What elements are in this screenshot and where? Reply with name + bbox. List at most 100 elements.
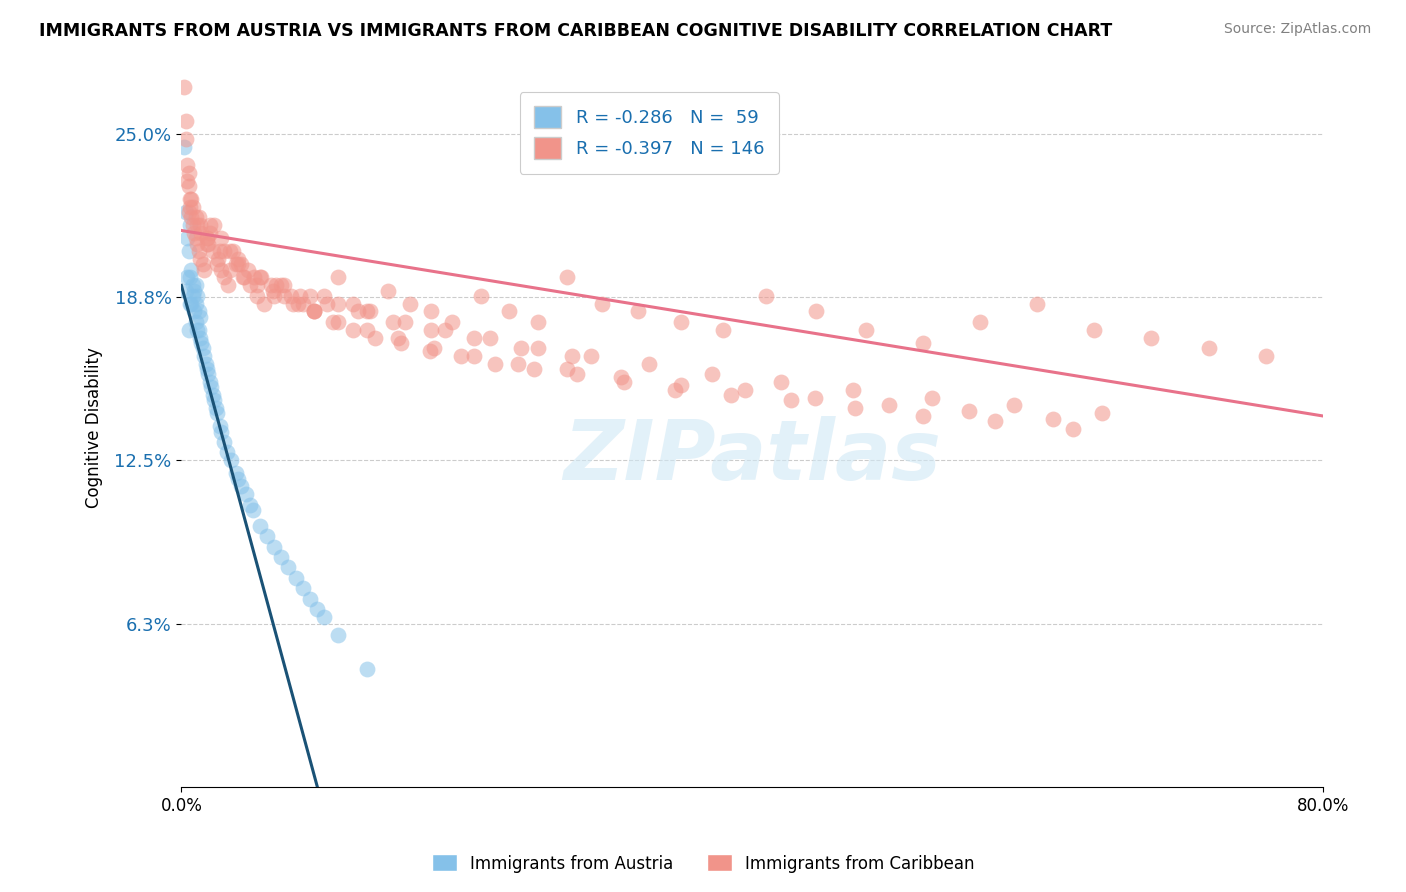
- Point: [212, 435, 235, 450]
- Point: [280, 289, 302, 303]
- Point: [669, 377, 692, 392]
- Point: [231, 479, 253, 493]
- Point: [180, 192, 202, 206]
- Point: [638, 357, 661, 371]
- Point: [187, 304, 209, 318]
- Point: [377, 284, 399, 298]
- Point: [669, 315, 692, 329]
- Point: [179, 270, 201, 285]
- Point: [1090, 406, 1112, 420]
- Point: [228, 252, 250, 267]
- Point: [198, 219, 221, 233]
- Point: [263, 540, 285, 554]
- Point: [288, 289, 311, 303]
- Point: [215, 445, 238, 459]
- Point: [197, 367, 219, 381]
- Point: [195, 231, 218, 245]
- Point: [177, 205, 200, 219]
- Point: [228, 257, 250, 271]
- Point: [627, 304, 650, 318]
- Point: [610, 369, 633, 384]
- Point: [187, 323, 209, 337]
- Point: [176, 231, 198, 245]
- Point: [173, 79, 195, 94]
- Point: [188, 219, 211, 233]
- Point: [212, 270, 235, 285]
- Point: [381, 315, 404, 329]
- Point: [200, 380, 222, 394]
- Point: [212, 244, 235, 259]
- Y-axis label: Cognitive Disability: Cognitive Disability: [86, 347, 103, 508]
- Point: [855, 323, 877, 337]
- Point: [561, 349, 583, 363]
- Point: [208, 419, 231, 434]
- Point: [179, 200, 201, 214]
- Point: [478, 330, 501, 344]
- Point: [1083, 323, 1105, 337]
- Point: [284, 571, 307, 585]
- Point: [394, 315, 416, 329]
- Point: [184, 211, 207, 225]
- Point: [387, 330, 409, 344]
- Point: [713, 323, 735, 337]
- Point: [322, 315, 344, 329]
- Point: [222, 244, 245, 259]
- Point: [423, 341, 446, 355]
- Text: IMMIGRANTS FROM AUSTRIA VS IMMIGRANTS FROM CARIBBEAN COGNITIVE DISABILITY CORREL: IMMIGRANTS FROM AUSTRIA VS IMMIGRANTS FR…: [39, 22, 1112, 40]
- Point: [202, 393, 225, 408]
- Legend: R = -0.286   N =  59, R = -0.397   N = 146: R = -0.286 N = 59, R = -0.397 N = 146: [520, 92, 779, 174]
- Point: [342, 296, 364, 310]
- Point: [188, 310, 211, 324]
- Point: [1254, 349, 1277, 363]
- Point: [298, 289, 321, 303]
- Point: [700, 367, 723, 381]
- Point: [921, 391, 943, 405]
- Point: [246, 289, 269, 303]
- Point: [250, 270, 273, 285]
- Point: [302, 304, 325, 318]
- Point: [180, 262, 202, 277]
- Point: [270, 278, 292, 293]
- Point: [177, 179, 200, 194]
- Point: [302, 304, 325, 318]
- Point: [523, 362, 546, 376]
- Point: [912, 335, 935, 350]
- Point: [420, 323, 443, 337]
- Point: [298, 591, 321, 606]
- Point: [463, 349, 485, 363]
- Point: [277, 560, 299, 574]
- Point: [207, 252, 229, 267]
- Point: [591, 296, 613, 310]
- Point: [235, 487, 257, 501]
- Point: [877, 399, 900, 413]
- Point: [243, 270, 266, 285]
- Point: [844, 401, 866, 415]
- Point: [202, 219, 225, 233]
- Point: [273, 278, 295, 293]
- Point: [803, 391, 825, 405]
- Point: [201, 388, 224, 402]
- Point: [184, 278, 207, 293]
- Point: [201, 244, 224, 259]
- Point: [190, 335, 212, 350]
- Point: [209, 231, 232, 245]
- Point: [242, 503, 264, 517]
- Point: [205, 257, 228, 271]
- Point: [198, 226, 221, 240]
- Point: [755, 289, 778, 303]
- Point: [1004, 399, 1026, 413]
- Point: [186, 289, 208, 303]
- Point: [204, 401, 226, 415]
- Point: [256, 529, 278, 543]
- Point: [194, 357, 217, 371]
- Point: [1042, 411, 1064, 425]
- Point: [217, 278, 239, 293]
- Point: [187, 244, 209, 259]
- Point: [734, 383, 756, 397]
- Point: [188, 252, 211, 267]
- Point: [195, 236, 218, 251]
- Point: [183, 304, 205, 318]
- Point: [195, 362, 218, 376]
- Point: [484, 357, 506, 371]
- Point: [193, 349, 215, 363]
